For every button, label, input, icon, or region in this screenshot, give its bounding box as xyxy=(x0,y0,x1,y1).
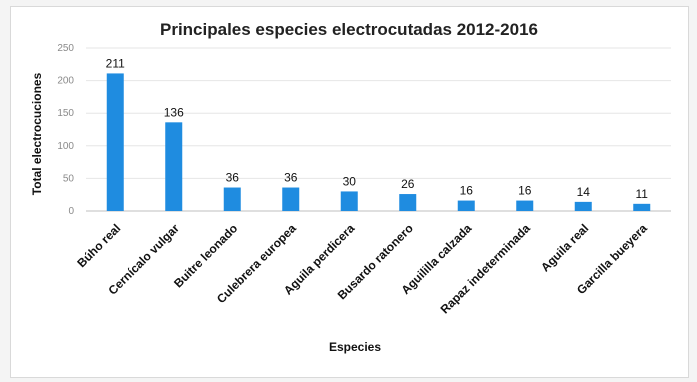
y-tick-label: 0 xyxy=(68,206,74,217)
bar xyxy=(340,191,358,211)
bar xyxy=(516,200,534,211)
bar xyxy=(106,73,124,211)
data-label: 16 xyxy=(460,184,474,198)
data-label: 211 xyxy=(106,56,125,70)
data-labels: 211 136 36 36 30 26 16 16 14 11 xyxy=(106,56,649,200)
gridlines xyxy=(86,47,671,212)
bars xyxy=(106,73,651,211)
data-label: 136 xyxy=(164,105,184,119)
y-tick-label: 250 xyxy=(57,43,74,54)
bar xyxy=(282,187,300,211)
x-axis-label: Especies xyxy=(329,340,381,354)
bar xyxy=(223,187,241,211)
data-label: 14 xyxy=(577,185,591,199)
data-label: 11 xyxy=(636,187,649,201)
bar xyxy=(399,194,417,211)
bar-chart: Principales especies electrocutadas 2012… xyxy=(30,20,671,354)
bar xyxy=(633,203,651,211)
category-label: Búho real xyxy=(74,221,123,270)
data-label: 16 xyxy=(518,184,532,198)
data-label: 36 xyxy=(284,171,298,185)
y-tick-label: 100 xyxy=(57,141,74,152)
chart-frame: Principales especies electrocutadas 2012… xyxy=(10,6,689,378)
y-tick-label: 200 xyxy=(57,76,74,87)
data-label: 36 xyxy=(226,171,240,185)
bar xyxy=(165,122,183,211)
y-tick-label: 150 xyxy=(57,108,74,119)
chart-title: Principales especies electrocutadas 2012… xyxy=(160,20,538,39)
bar xyxy=(574,201,592,211)
category-label: Aguila real xyxy=(538,221,591,274)
data-label: 26 xyxy=(401,177,415,191)
y-tick-labels: 0 50 100 150 200 250 xyxy=(57,43,74,217)
data-label: 30 xyxy=(343,174,357,188)
bar xyxy=(457,200,475,211)
y-axis-label: Total electrocuciones xyxy=(30,72,44,195)
y-tick-label: 50 xyxy=(63,173,75,184)
